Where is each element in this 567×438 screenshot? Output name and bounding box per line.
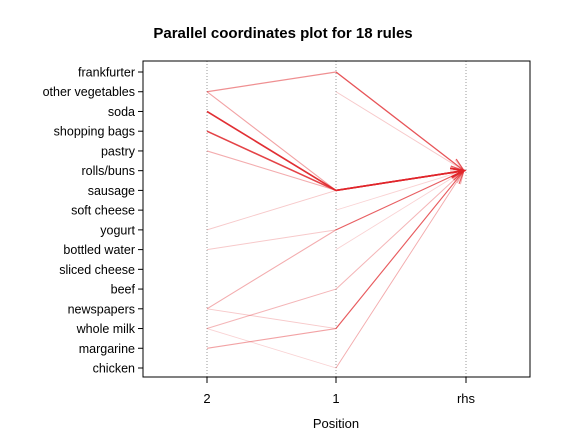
rule-line bbox=[335, 170, 465, 231]
rule-arrowhead bbox=[450, 167, 467, 178]
y-tick-label: frankfurter bbox=[78, 66, 135, 80]
y-tick-label: newspapers bbox=[68, 302, 135, 316]
rule-line bbox=[335, 170, 465, 250]
rule-line bbox=[206, 170, 465, 251]
y-tick-label: other vegetables bbox=[43, 85, 135, 99]
rule-line bbox=[206, 170, 465, 310]
rule-line bbox=[335, 71, 465, 172]
y-tick-label: beef bbox=[111, 283, 136, 297]
x-tick-label: rhs bbox=[457, 391, 476, 406]
y-tick-label: whole milk bbox=[76, 322, 136, 336]
y-tick-label: bottled water bbox=[63, 243, 135, 257]
y-tick-label: soft cheese bbox=[71, 204, 135, 218]
x-axis: 2 1 rhs bbox=[203, 377, 476, 406]
rule-line bbox=[206, 170, 465, 369]
chart-title: Parallel coordinates plot for 18 rules bbox=[153, 25, 412, 42]
y-tick-label: pastry bbox=[101, 144, 136, 158]
y-tick-label: yogurt bbox=[100, 223, 135, 237]
y-tick-label: sliced cheese bbox=[59, 263, 135, 277]
y-tick-label: rolls/buns bbox=[82, 164, 136, 178]
x-tick-label: 1 bbox=[332, 391, 339, 406]
rule-line bbox=[335, 170, 465, 211]
rule-line bbox=[335, 170, 465, 329]
grid-layer bbox=[206, 61, 467, 377]
rule-line bbox=[335, 170, 465, 369]
rule-line bbox=[206, 170, 465, 349]
rule-line bbox=[335, 91, 465, 172]
x-axis-title: Position bbox=[313, 416, 359, 431]
rule-line bbox=[206, 170, 465, 330]
y-tick-label: sausage bbox=[88, 184, 135, 198]
x-tick-label: 2 bbox=[203, 391, 210, 406]
y-axis: frankfurter other vegetables soda shopping … bbox=[43, 66, 143, 376]
plot-frame bbox=[142, 60, 531, 378]
rules-layer bbox=[206, 71, 467, 369]
y-tick-label: shopping bags bbox=[54, 125, 135, 139]
y-tick-label: soda bbox=[108, 105, 135, 119]
rule-line bbox=[206, 110, 465, 192]
y-tick-label: chicken bbox=[93, 362, 135, 376]
y-tick-label: margarine bbox=[79, 342, 135, 356]
rule-line bbox=[206, 170, 465, 330]
